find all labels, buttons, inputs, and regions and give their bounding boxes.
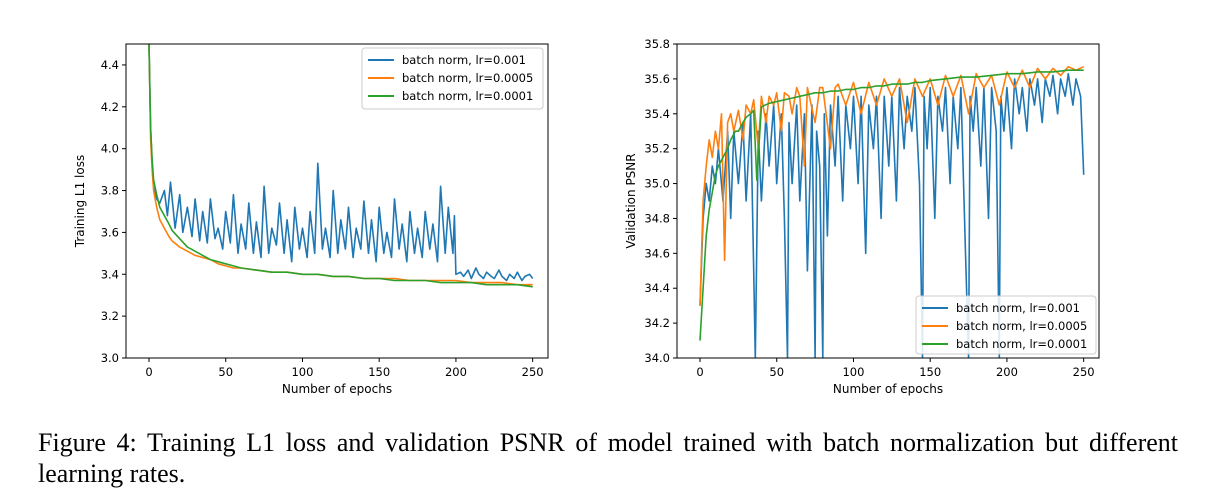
y-tick-label: 3.8 <box>101 184 119 198</box>
figure-canvas: 0 50 100 150 200 250 3.0 3.2 3.4 3.6 3.8 4.0 4.2 4.4 N… <box>73 37 1100 396</box>
legend-box <box>915 295 1097 355</box>
x-tick-label: 150 <box>368 365 390 379</box>
series-line-3 <box>699 69 1084 341</box>
series-line-2 <box>699 65 1085 306</box>
legend-entry: batch norm, lr=0.0005 <box>956 319 1087 333</box>
legend-entry: batch norm, lr=0.0001 <box>402 89 533 103</box>
legend-entry: batch norm, lr=0.001 <box>402 53 526 67</box>
y-tick-label: 35.2 <box>644 142 670 156</box>
training-loss-panel: 0 50 100 150 200 250 3.0 3.2 3.4 3.6 3.8 4.0 4.2 4.4 N… <box>73 43 549 396</box>
y-tick-label: 34.2 <box>644 316 670 330</box>
y-tick-label: 34.4 <box>644 281 670 295</box>
y-axis-label: Training L1 loss <box>73 155 87 248</box>
y-tick-label: 3.0 <box>101 351 119 365</box>
figure-caption: Figure 4: Training L1 loss and validatio… <box>38 428 1178 488</box>
x-tick-label: 150 <box>919 365 941 379</box>
axes-frame <box>676 43 1100 359</box>
legend: batch norm, lr=0.001 batch norm, lr=0.000… <box>361 47 544 110</box>
series-line-3 <box>148 44 533 288</box>
x-tick-label: 100 <box>842 365 864 379</box>
x-tick-label: 200 <box>996 365 1018 379</box>
y-tick-label: 35.6 <box>644 72 670 86</box>
series-line-1 <box>148 44 534 282</box>
x-tick-label: 250 <box>522 365 544 379</box>
y-tick-label: 4.4 <box>101 58 119 72</box>
y-tick-label: 34.8 <box>644 211 670 225</box>
x-tick-label: 0 <box>696 365 703 379</box>
x-axis-label: Number of epochs <box>282 382 392 396</box>
validation-psnr-panel: 0 50 100 150 200 250 34.0 34.2 34.4 34.6 34.8 35.0 3… <box>624 37 1100 396</box>
y-tick-label: 4.0 <box>101 142 119 156</box>
y-tick-label: 35.4 <box>644 107 670 121</box>
legend-entry: batch norm, lr=0.0005 <box>402 71 533 85</box>
legend: batch norm, lr=0.001 batch norm, lr=0.000… <box>915 295 1097 355</box>
x-tick-label: 50 <box>218 365 233 379</box>
x-tick-label: 50 <box>769 365 784 379</box>
x-tick-label: 0 <box>145 365 152 379</box>
axes-frame <box>125 43 549 359</box>
y-tick-label: 34.6 <box>644 246 670 260</box>
legend-entry: batch norm, lr=0.001 <box>956 301 1080 315</box>
x-tick-label: 200 <box>445 365 467 379</box>
y-axis-label: Validation PSNR <box>624 153 638 248</box>
x-axis-label: Number of epochs <box>833 382 943 396</box>
x-tick-label: 100 <box>291 365 313 379</box>
y-tick-label: 3.4 <box>101 267 119 281</box>
legend-entry: batch norm, lr=0.0001 <box>956 337 1087 351</box>
y-tick-label: 35.8 <box>644 37 670 51</box>
series-line-1 <box>699 72 1085 358</box>
legend-box <box>361 47 544 110</box>
y-tick-label: 34.0 <box>644 351 670 365</box>
y-tick-label: 3.6 <box>101 225 119 239</box>
y-tick-label: 35.0 <box>644 177 670 191</box>
x-tick-label: 250 <box>1073 365 1095 379</box>
y-tick-label: 4.2 <box>101 100 119 114</box>
y-tick-label: 3.2 <box>101 309 119 323</box>
